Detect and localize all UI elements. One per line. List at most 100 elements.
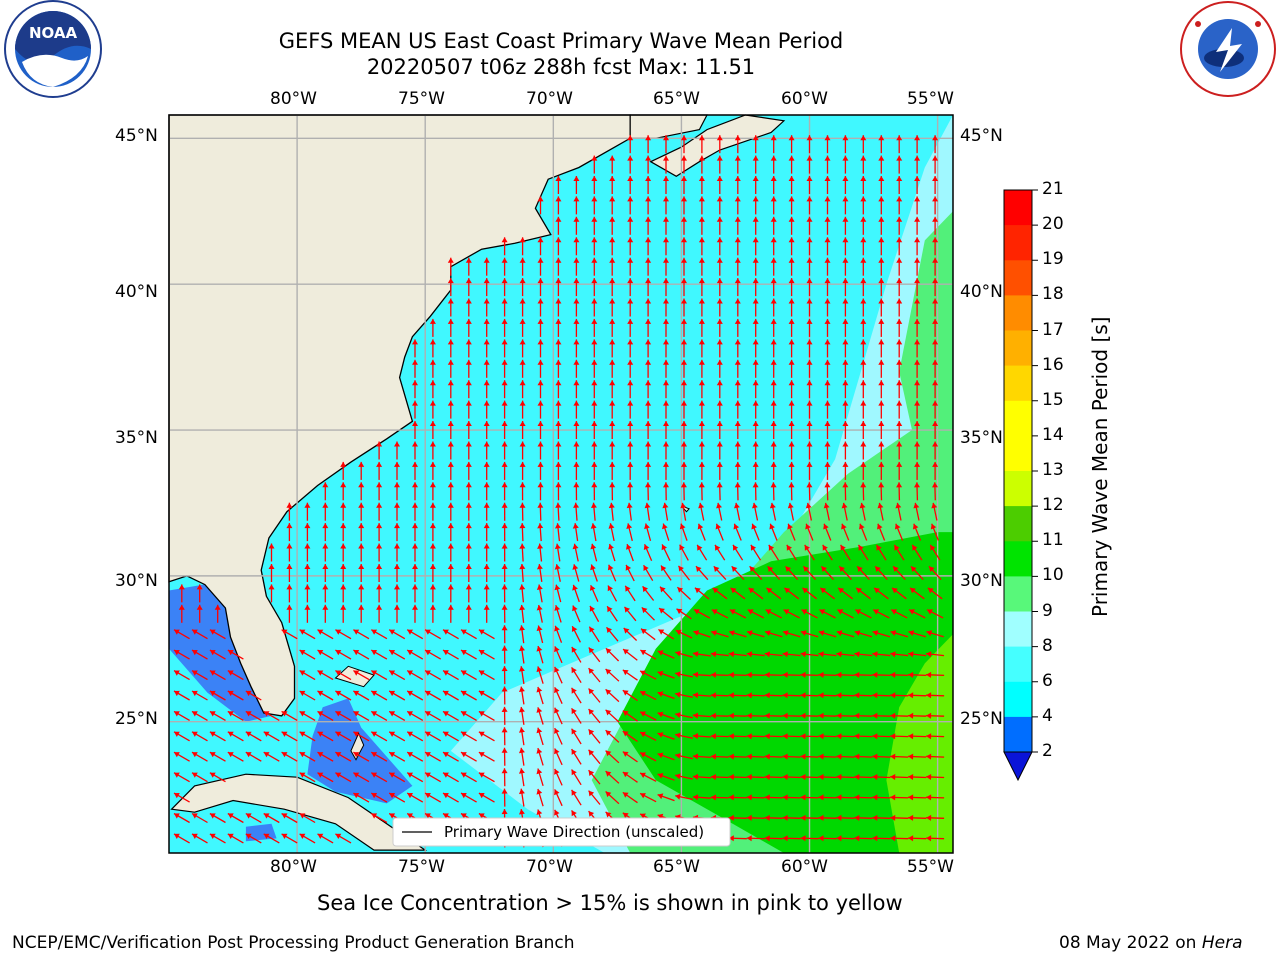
noaa-logo: NOAA <box>2 0 104 100</box>
arrow-head <box>537 400 544 406</box>
arrow-head <box>931 502 938 509</box>
arrow-head <box>304 543 311 549</box>
arrow-head <box>932 298 939 304</box>
lat-tick-left-0: 45°N <box>115 126 158 146</box>
arrow-head <box>501 809 508 815</box>
arrow-head <box>818 712 824 719</box>
arrow-head <box>872 814 878 821</box>
arrow-head <box>857 566 863 572</box>
arrow-head <box>573 400 580 406</box>
arrow-head <box>932 196 939 202</box>
arrow-head <box>698 441 705 447</box>
arrow-head <box>860 257 867 263</box>
arrow-head <box>640 752 646 758</box>
arrow-head <box>890 774 896 780</box>
arrow-head <box>304 604 311 610</box>
arrow-head <box>891 609 897 615</box>
arrow-head <box>299 629 306 635</box>
arrow-head <box>483 380 490 386</box>
arrow-head <box>461 731 467 737</box>
arrow-head <box>715 544 721 551</box>
arrow-head <box>698 176 705 181</box>
arrow-head <box>447 278 454 284</box>
arrow-head <box>358 543 365 549</box>
arrow-head <box>716 155 723 161</box>
arrow-head <box>317 670 324 676</box>
arrow-head <box>770 176 777 181</box>
arrow-head <box>692 671 699 678</box>
arrow-head <box>627 461 634 467</box>
arrow-head <box>914 135 921 141</box>
arrow-head <box>317 629 324 635</box>
arrow-head <box>192 690 198 697</box>
arrow-head <box>322 502 329 508</box>
arrow-head <box>788 359 795 365</box>
arrow-head <box>764 712 770 719</box>
arrow-head <box>605 811 612 818</box>
arrow-head <box>715 523 722 530</box>
arrow-head <box>245 833 252 839</box>
arrow-head <box>782 835 788 842</box>
arrow-head <box>640 731 646 738</box>
arrow-head <box>447 318 454 324</box>
arrow-head <box>447 380 454 386</box>
colorbar-tick-label: 12 <box>1042 495 1064 516</box>
arrow-head <box>519 482 526 488</box>
arrow-head <box>836 774 842 780</box>
arrow-head <box>783 630 789 636</box>
arrow-head <box>537 237 544 243</box>
arrow-head <box>209 731 216 737</box>
arrow-head <box>461 813 467 819</box>
arrow-head <box>716 298 723 304</box>
arrow-head <box>358 482 365 488</box>
legend-label: Primary Wave Direction (unscaled) <box>444 823 704 841</box>
arrow-head <box>824 482 831 488</box>
arrow-head <box>353 711 360 717</box>
arrow-head <box>752 441 759 447</box>
arrow-head <box>519 747 525 754</box>
lon-tick-bottom-5: 55°W <box>907 857 954 877</box>
arrow-head <box>770 441 777 447</box>
arrow-head <box>806 421 813 426</box>
arrow-head <box>245 711 252 717</box>
colorbar-segment <box>1004 330 1032 367</box>
arrow-head <box>661 565 667 572</box>
arrow-head <box>609 298 616 304</box>
arrow-head <box>716 441 723 447</box>
arrow-head <box>878 318 885 324</box>
arrow-head <box>788 421 795 426</box>
arrow-head <box>461 772 467 778</box>
arrow-head <box>872 835 878 842</box>
arrow-head <box>926 814 932 821</box>
arrow-head <box>893 566 899 572</box>
lon-tick-bottom-0: 80°W <box>270 857 317 877</box>
arrow-head <box>644 523 650 530</box>
arrow-head <box>842 216 849 222</box>
arrow-head <box>804 544 810 551</box>
arrow-head <box>443 813 449 819</box>
arrow-head <box>854 671 860 678</box>
arrow-head <box>605 709 612 716</box>
arrow-head <box>785 566 792 572</box>
arrow-head <box>675 671 681 678</box>
arrow-head <box>716 196 723 202</box>
arrow-head <box>571 626 578 632</box>
arrow-head <box>394 523 400 529</box>
arrow-head <box>519 564 526 570</box>
lat-tick-left-4: 25°N <box>115 709 158 729</box>
arrow-head <box>770 421 777 426</box>
arrow-head <box>591 237 598 243</box>
arrow-head <box>746 794 752 801</box>
arrow-head <box>765 630 771 636</box>
arrow-head <box>818 753 824 760</box>
colorbar-tick-label: 14 <box>1042 424 1064 445</box>
arrow-head <box>536 727 543 734</box>
arrow-head <box>890 814 896 821</box>
arrow-head <box>317 833 324 839</box>
arrow-head <box>800 671 806 678</box>
arrow-head <box>465 359 472 365</box>
arrow-head <box>878 441 885 447</box>
arrow-head <box>554 605 561 611</box>
arrow-head <box>465 482 472 488</box>
arrow-head <box>627 298 634 304</box>
